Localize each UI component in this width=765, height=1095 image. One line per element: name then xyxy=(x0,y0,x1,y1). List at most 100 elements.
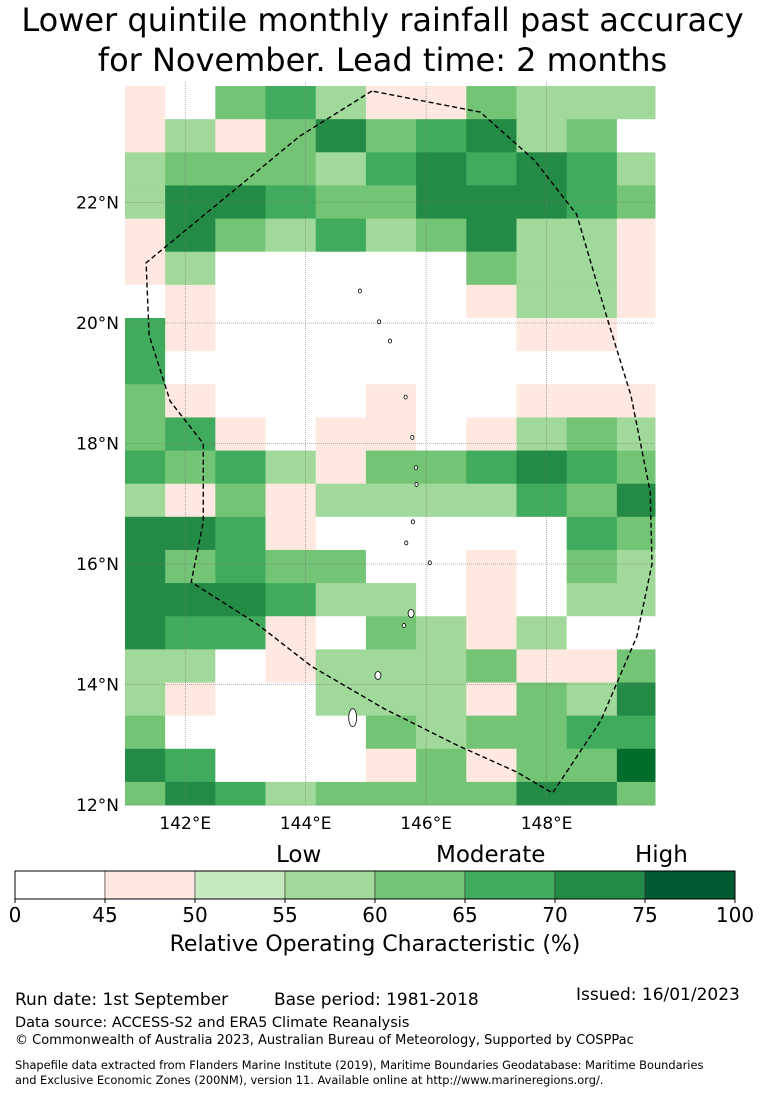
grid-cell xyxy=(165,251,216,286)
category-low: Low xyxy=(276,842,322,868)
grid-cell xyxy=(365,86,417,120)
colorbar-segment xyxy=(284,870,376,900)
grid-cell xyxy=(516,483,568,518)
grid-cell xyxy=(416,318,467,352)
grid-cell xyxy=(315,715,367,750)
grid-cell xyxy=(315,251,367,286)
colorbar-tick-label: 65 xyxy=(452,903,477,927)
grid-cell xyxy=(616,119,656,153)
colorbar-segment xyxy=(104,870,196,900)
grid-cell xyxy=(516,218,568,253)
grid-cell xyxy=(315,417,367,452)
grid-cell xyxy=(616,682,656,717)
grid-cell xyxy=(315,119,367,153)
grid-cell xyxy=(265,715,317,750)
grid-cell xyxy=(125,251,166,286)
grid-cell xyxy=(466,384,517,418)
grid-cell xyxy=(516,682,568,717)
grid-cell xyxy=(265,450,317,485)
grid-cell xyxy=(466,748,517,783)
colorbar-segment xyxy=(464,870,556,900)
island-outline xyxy=(407,609,415,618)
grid-cell xyxy=(265,748,317,783)
grid-cell xyxy=(566,516,618,551)
island-outline xyxy=(427,560,432,566)
grid-cell xyxy=(566,152,618,186)
grid-cell xyxy=(315,781,367,806)
grid-cell xyxy=(466,251,517,286)
grid-cell xyxy=(315,616,367,650)
grid-cell xyxy=(265,384,317,418)
colorbar-tick-label: 55 xyxy=(272,903,297,927)
grid-cell xyxy=(466,450,517,485)
issued-date: Issued: 16/01/2023 xyxy=(576,985,740,1005)
grid-cell xyxy=(365,119,417,153)
grid-cell xyxy=(516,86,568,120)
grid-cell xyxy=(215,616,267,650)
grid-cell xyxy=(125,682,166,717)
grid-cell xyxy=(125,119,166,153)
island-outline xyxy=(377,319,382,325)
grid-cell xyxy=(616,516,656,551)
grid-cell xyxy=(125,748,166,783)
grid-cell xyxy=(466,682,517,717)
grid-cell xyxy=(416,119,467,153)
grid-cell xyxy=(165,86,216,120)
grid-cell xyxy=(516,119,568,153)
grid-cell xyxy=(215,318,267,352)
colorbar-tick-label: 70 xyxy=(542,903,567,927)
grid-cell xyxy=(165,649,216,684)
grid-cell xyxy=(616,450,656,485)
grid-cell xyxy=(315,318,367,352)
grid-cell xyxy=(416,715,467,750)
graticule xyxy=(125,82,655,806)
grid-cell xyxy=(215,450,267,485)
lat-tick-label: 20°N xyxy=(76,314,119,334)
grid-cell xyxy=(365,715,417,750)
island-outline xyxy=(357,288,362,294)
lat-tick-label: 22°N xyxy=(76,194,119,214)
grid-cell xyxy=(616,748,656,783)
grid-cell xyxy=(416,417,467,452)
grid-cell xyxy=(616,218,656,253)
grid-cell xyxy=(265,251,317,286)
grid-cell xyxy=(265,119,317,153)
grid-cell xyxy=(365,516,417,551)
grid-cell xyxy=(566,715,618,750)
grid-cell xyxy=(215,218,267,253)
grid-cell xyxy=(566,351,618,385)
grid-cell xyxy=(165,682,216,717)
grid-cell xyxy=(365,251,417,286)
grid-cell xyxy=(416,483,467,518)
lon-tick-label: 144°E xyxy=(280,814,332,834)
grid-cell xyxy=(516,649,568,684)
colorbar-tick-label: 0 xyxy=(9,903,22,927)
grid-cell xyxy=(516,351,568,385)
grid-cell xyxy=(516,384,568,418)
grid-cell xyxy=(616,86,656,120)
grid-cell xyxy=(315,351,367,385)
grid-cell xyxy=(165,417,216,452)
grid-cell xyxy=(466,318,517,352)
grid-cell xyxy=(566,649,618,684)
grid-cell xyxy=(416,682,467,717)
grid-cell xyxy=(416,86,467,120)
island-outline xyxy=(404,540,409,546)
grid-cell xyxy=(365,649,417,684)
grid-cell xyxy=(125,450,166,485)
grid-cell xyxy=(516,748,568,783)
colorbar-segment xyxy=(554,870,646,900)
grid-cell xyxy=(215,682,267,717)
island-outline xyxy=(348,708,358,728)
grid-cell xyxy=(416,251,467,286)
shapefile-credit-1: Shapefile data extracted from Flanders M… xyxy=(15,1058,704,1072)
grid-cell xyxy=(466,86,517,120)
grid-cell xyxy=(165,119,216,153)
grid-cell xyxy=(466,417,517,452)
grid-cell xyxy=(165,218,216,253)
island-outline xyxy=(403,394,408,400)
grid-cell xyxy=(125,384,166,418)
grid-cell xyxy=(215,284,267,319)
grid-cell xyxy=(566,450,618,485)
